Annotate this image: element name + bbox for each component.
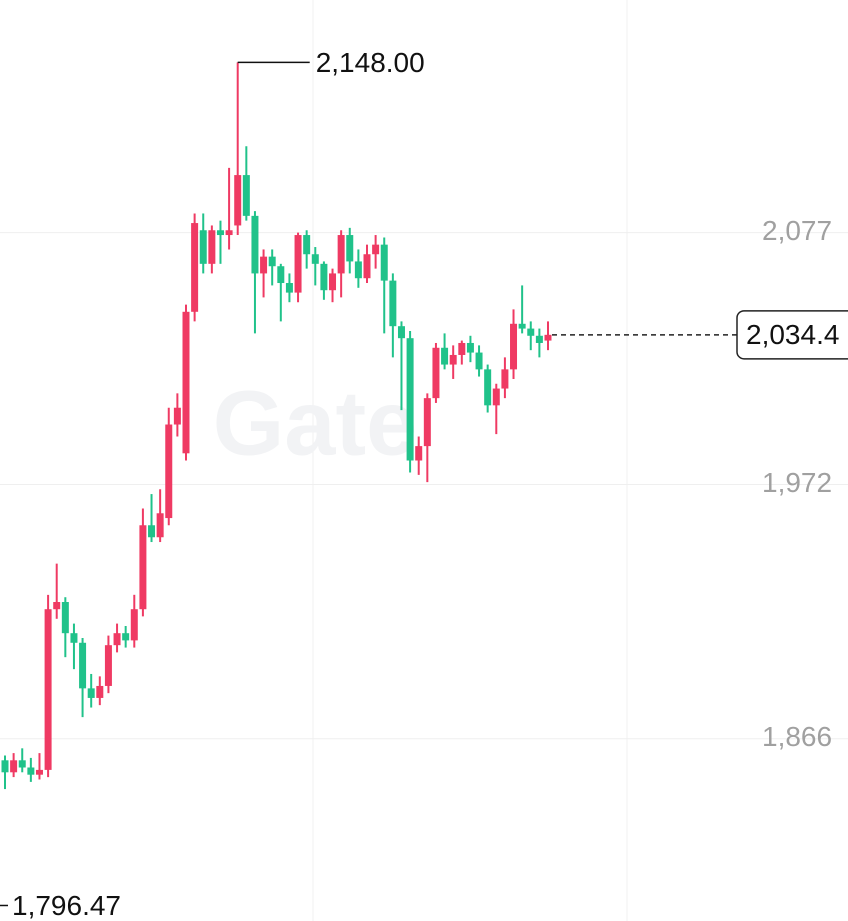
y-tick-label: 1,866 — [762, 721, 832, 752]
candle-body — [346, 235, 354, 262]
candle-body — [466, 342, 474, 353]
candle-body — [191, 223, 199, 312]
candle-body — [492, 388, 500, 406]
candle-body — [35, 769, 43, 775]
candle-body — [234, 175, 242, 226]
candle-body — [148, 525, 156, 538]
candle-body — [130, 609, 138, 641]
candle-body — [380, 244, 388, 281]
candle-body — [475, 352, 483, 370]
candle-body — [518, 323, 526, 329]
candle-body — [527, 328, 535, 336]
candle-body — [53, 602, 61, 610]
candle-body — [337, 235, 345, 274]
candle-body — [1, 760, 9, 773]
candle-body — [208, 230, 216, 264]
last-price-label: 2,034.4 — [746, 319, 839, 350]
watermark: Gate — [213, 372, 418, 474]
candle-body — [397, 326, 405, 339]
y-tick-label: 2,077 — [762, 215, 832, 246]
candle-body — [363, 254, 371, 279]
candle-body — [156, 513, 164, 538]
candle-body — [432, 347, 440, 399]
candle-body — [389, 280, 397, 327]
candle-body — [70, 633, 78, 643]
candle-body — [501, 369, 509, 389]
candle-body — [44, 609, 52, 770]
candle-body — [18, 760, 26, 768]
candle-body — [87, 688, 95, 698]
candle-body — [173, 407, 181, 425]
candle-body — [199, 230, 207, 264]
candle-body — [303, 235, 311, 255]
candle-body — [216, 230, 224, 236]
candle-body — [139, 525, 147, 610]
last-price-box — [736, 310, 848, 360]
candle-body — [510, 323, 518, 370]
candle-body — [415, 446, 423, 461]
candle-body — [406, 338, 414, 461]
candle-body — [285, 283, 293, 293]
candle-body — [535, 335, 543, 343]
y-tick-label: 1,972 — [762, 467, 832, 498]
candle-body — [27, 767, 35, 775]
candle-body — [320, 263, 328, 291]
candle-body — [354, 261, 362, 279]
candle-body — [423, 398, 431, 447]
candle-body — [79, 642, 87, 689]
candle-body — [122, 633, 130, 641]
candle-body — [268, 256, 276, 267]
candle-body — [484, 369, 492, 406]
candle-body — [242, 175, 250, 216]
candle-body — [441, 347, 449, 365]
candle-body — [544, 334, 552, 341]
candle-body — [329, 273, 337, 291]
candle-body — [104, 645, 112, 686]
candle-body — [113, 633, 121, 646]
candle-body — [251, 215, 259, 274]
candle-body — [449, 354, 457, 365]
candle-body — [182, 311, 190, 454]
high-marker-label: 2,148.00 — [316, 47, 425, 78]
candle-body — [294, 235, 302, 293]
candle-body — [61, 602, 69, 634]
low-marker-label: 1,796.47 — [12, 890, 121, 921]
candle-body — [225, 230, 233, 236]
candle-body — [10, 760, 18, 773]
candle-body — [165, 424, 173, 519]
candle-body — [372, 244, 380, 255]
candle-body — [458, 342, 466, 355]
candle-body — [260, 256, 268, 274]
candle-body — [277, 266, 285, 284]
candle-body — [311, 254, 319, 264]
candle-body — [96, 685, 104, 698]
